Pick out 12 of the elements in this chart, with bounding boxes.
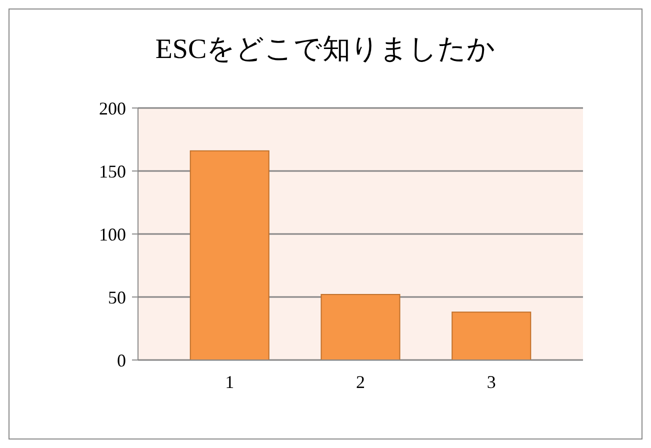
- y-tick-label: 100: [99, 224, 126, 244]
- x-tick-label: 2: [356, 372, 365, 392]
- x-tick-label: 3: [486, 372, 496, 392]
- y-tick-label: 200: [99, 98, 126, 118]
- chart-title: ESCをどこで知りましたか: [155, 34, 496, 65]
- x-tick-label: 1: [225, 372, 234, 392]
- bar: [452, 312, 532, 360]
- bar: [320, 294, 400, 360]
- bar: [190, 150, 270, 360]
- y-tick-label: 50: [108, 287, 126, 308]
- y-tick-label: 0: [117, 350, 126, 370]
- y-tick-label: 150: [99, 161, 126, 182]
